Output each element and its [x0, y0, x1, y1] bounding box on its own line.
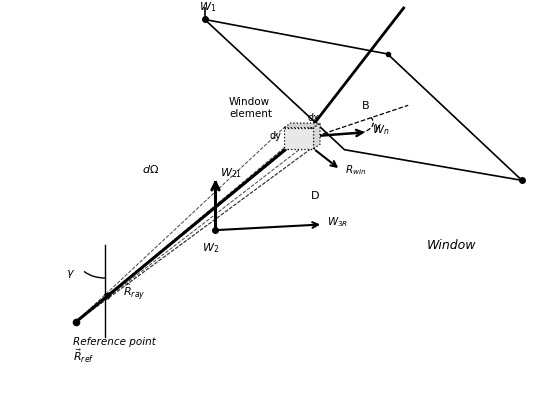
Text: B: B [361, 101, 369, 111]
Text: Window: Window [427, 239, 477, 252]
Polygon shape [284, 128, 314, 149]
Text: dy: dy [269, 131, 281, 141]
Text: dx: dx [307, 113, 319, 123]
Text: D: D [311, 191, 319, 201]
Text: $\gamma$: $\gamma$ [66, 268, 75, 280]
Text: $W_n$: $W_n$ [372, 123, 390, 137]
Text: $d\Omega$: $d\Omega$ [142, 163, 160, 175]
Polygon shape [284, 123, 320, 128]
Text: $\hat{R}_{ray}$: $\hat{R}_{ray}$ [123, 282, 145, 302]
Text: $W_{21}$: $W_{21}$ [220, 166, 242, 180]
Text: $W_2$: $W_2$ [202, 241, 219, 255]
Text: $\gamma$: $\gamma$ [374, 122, 382, 134]
Polygon shape [314, 123, 320, 149]
Text: Window
element: Window element [229, 97, 272, 119]
Text: $\vec{R}_{ref}$: $\vec{R}_{ref}$ [73, 347, 95, 365]
Text: Reference point: Reference point [73, 338, 156, 348]
Text: $W_1$: $W_1$ [199, 0, 216, 14]
Text: $W_{3R}$: $W_{3R}$ [327, 215, 348, 229]
Text: $R_{win}$: $R_{win}$ [345, 163, 366, 177]
